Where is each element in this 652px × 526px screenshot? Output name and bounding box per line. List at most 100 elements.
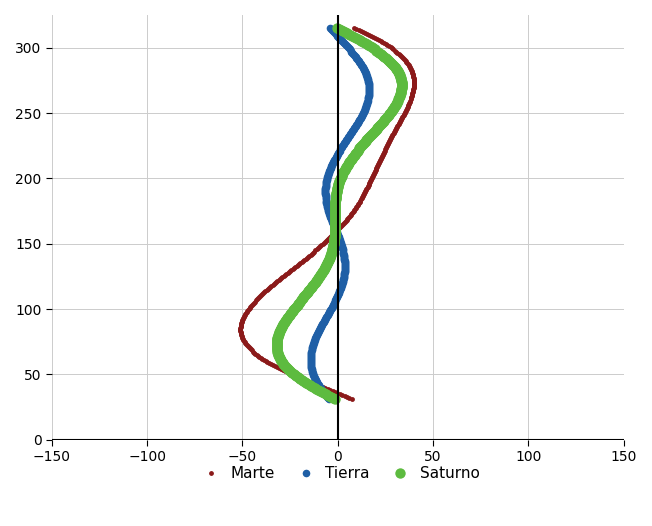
Point <box>325 250 336 259</box>
Point <box>336 222 346 230</box>
Point <box>280 361 290 370</box>
Point <box>333 180 344 188</box>
Point <box>318 387 328 396</box>
Point <box>335 175 346 183</box>
Point <box>318 388 329 397</box>
Point <box>264 359 274 367</box>
Point <box>320 186 331 195</box>
Point <box>308 281 318 289</box>
Point <box>320 188 331 197</box>
Point <box>275 326 286 335</box>
Point <box>331 187 342 196</box>
Point <box>342 43 353 52</box>
Point <box>333 226 343 234</box>
Point <box>407 68 417 76</box>
Point <box>344 213 354 221</box>
Point <box>244 344 255 352</box>
Point <box>357 192 368 200</box>
Point <box>331 195 341 204</box>
Point <box>387 132 397 140</box>
Point <box>330 395 340 403</box>
Point <box>332 186 342 195</box>
Point <box>348 153 359 161</box>
Point <box>315 382 325 390</box>
Point <box>312 244 323 252</box>
Point <box>236 330 246 338</box>
Point <box>274 329 284 337</box>
Point <box>306 345 317 353</box>
Point <box>364 83 374 92</box>
Point <box>304 251 314 260</box>
Point <box>330 228 340 236</box>
Point <box>330 229 340 237</box>
Point <box>323 208 334 216</box>
Point <box>338 247 348 256</box>
Point <box>388 130 398 138</box>
Point <box>269 361 280 370</box>
Point <box>241 340 251 349</box>
Point <box>259 288 269 297</box>
Point <box>372 163 382 171</box>
Point <box>329 234 340 242</box>
Point <box>306 360 316 369</box>
Point <box>293 373 304 381</box>
Point <box>322 203 333 211</box>
Point <box>336 26 346 34</box>
Point <box>235 328 246 336</box>
Point <box>329 233 340 241</box>
Point <box>306 382 316 390</box>
Point <box>312 329 323 337</box>
Point <box>316 322 327 330</box>
Point <box>323 205 333 213</box>
Point <box>370 127 380 135</box>
Point <box>393 96 403 105</box>
Point <box>250 349 261 358</box>
Point <box>351 120 362 128</box>
Point <box>284 369 295 377</box>
Point <box>360 187 370 196</box>
Point <box>332 292 342 301</box>
Point <box>318 266 329 274</box>
Point <box>319 317 329 325</box>
Point <box>258 289 269 298</box>
Point <box>237 318 247 326</box>
Point <box>352 147 363 156</box>
Point <box>330 209 340 218</box>
Point <box>364 42 375 50</box>
Point <box>384 109 394 118</box>
Point <box>300 291 310 300</box>
Point <box>334 236 345 245</box>
Point <box>335 145 346 154</box>
Point <box>328 241 338 250</box>
Point <box>306 361 316 370</box>
Point <box>330 199 340 208</box>
Point <box>316 241 327 250</box>
Point <box>398 110 409 119</box>
Point <box>375 121 385 129</box>
Point <box>361 136 372 145</box>
Point <box>346 46 356 55</box>
Point <box>321 177 332 185</box>
Point <box>320 187 331 196</box>
Point <box>310 335 320 343</box>
Point <box>340 165 350 173</box>
Point <box>271 362 282 371</box>
Point <box>406 65 416 73</box>
Point <box>326 393 336 402</box>
Point <box>398 112 408 120</box>
Point <box>280 367 290 375</box>
Point <box>371 164 381 172</box>
Point <box>241 308 252 316</box>
Point <box>320 390 331 399</box>
Point <box>396 78 407 86</box>
Point <box>342 393 352 402</box>
Point <box>296 296 306 305</box>
Point <box>379 146 390 155</box>
Point <box>312 276 322 284</box>
Point <box>377 151 387 160</box>
Point <box>335 35 346 44</box>
Point <box>370 167 380 175</box>
Point <box>340 138 350 147</box>
Point <box>309 247 319 256</box>
Point <box>404 97 415 106</box>
